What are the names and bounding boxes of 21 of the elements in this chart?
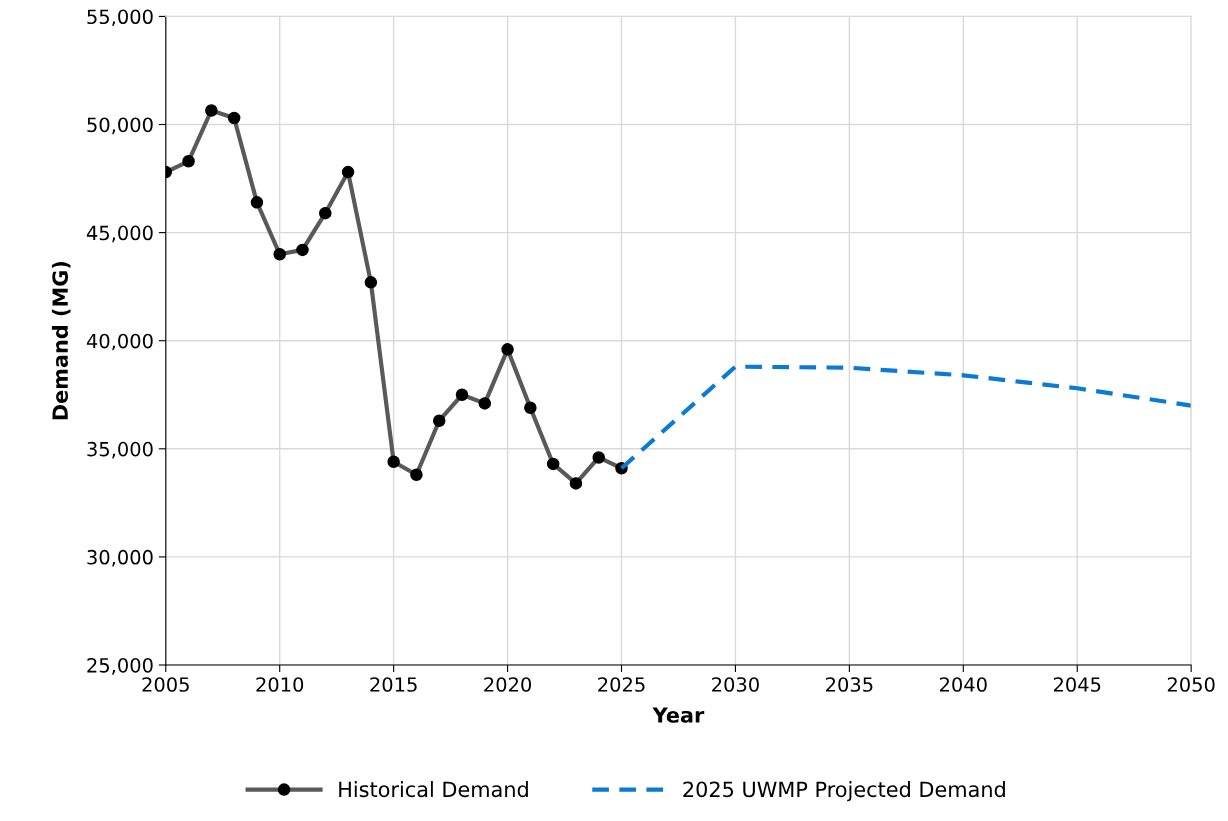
y-tick-label: 30,000 (87, 549, 153, 567)
y-tick-label: 35,000 (87, 441, 153, 459)
y-tick-label: 25,000 (87, 657, 153, 675)
x-tick-label: 2025 (598, 677, 645, 692)
x-axis-title: Year (652, 707, 705, 723)
x-tick-label: 2045 (1053, 677, 1101, 692)
x-tick-label: 2020 (484, 677, 532, 692)
x-tick-label: 2005 (142, 677, 189, 692)
x-tick-label: 2035 (826, 677, 873, 692)
legend-label: Historical Demand (339, 781, 528, 798)
y-axis-title: Demand (MG) (51, 261, 71, 420)
x-tick-label: 2050 (1167, 677, 1215, 692)
legend-label: 2025 UWMP Projected Demand (683, 781, 1005, 802)
x-tick-label: 2010 (256, 677, 304, 692)
x-tick-label: 2015 (370, 677, 417, 692)
x-tick-label: 2030 (712, 677, 759, 692)
y-tick-label: 40,000 (86, 333, 153, 351)
y-tick-label: 50,000 (87, 117, 153, 135)
x-tick-label: 2040 (939, 677, 987, 692)
y-tick-label: 45,000 (86, 225, 153, 243)
y-tick-label: 55,000 (87, 9, 153, 27)
